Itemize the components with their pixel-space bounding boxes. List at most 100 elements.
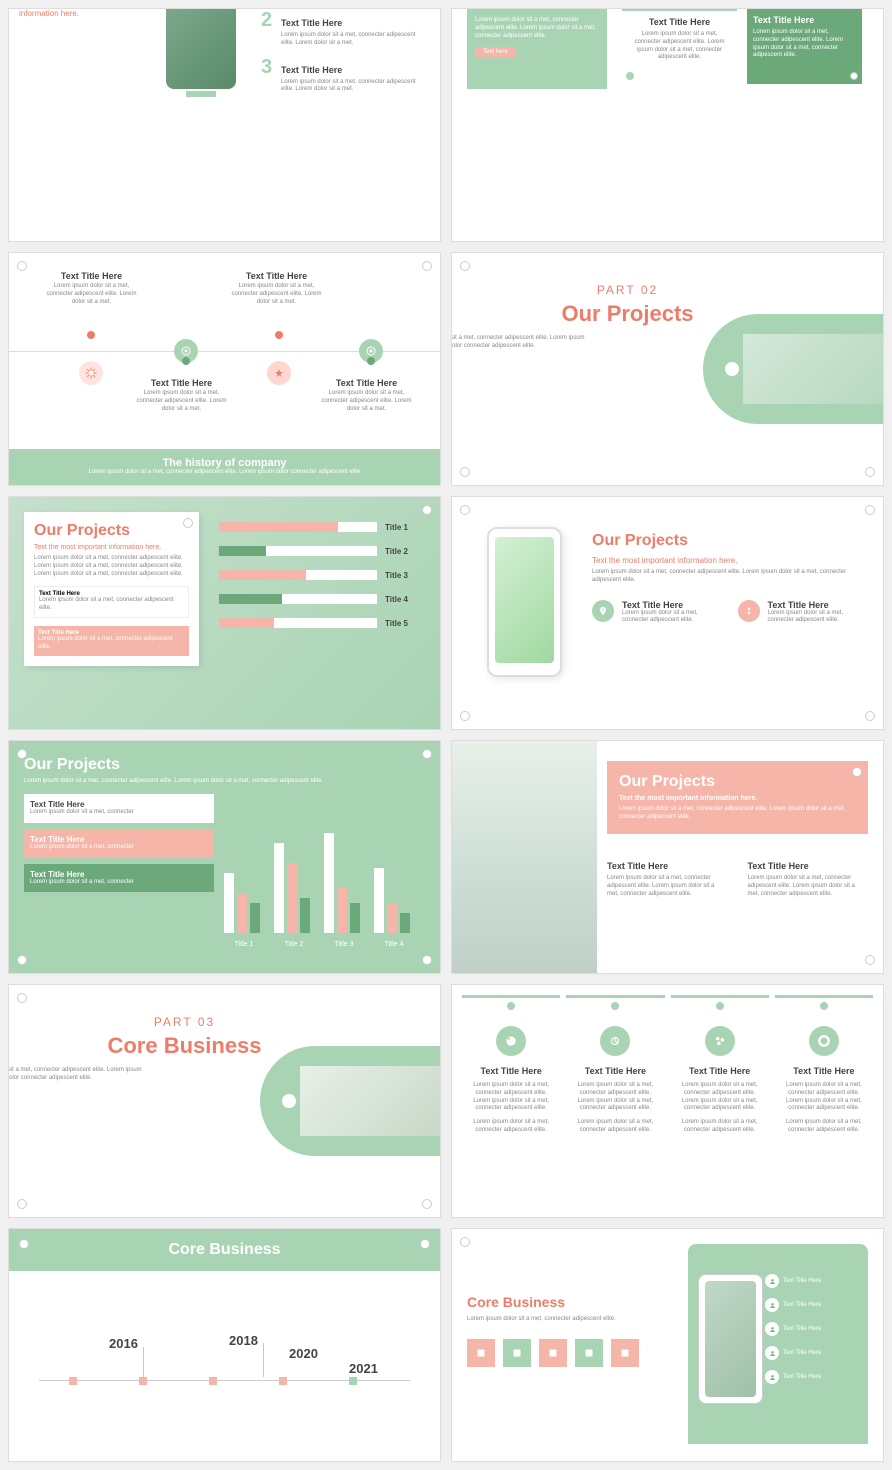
action-icon[interactable] (575, 1339, 603, 1367)
bar (237, 893, 247, 933)
bar (337, 888, 347, 933)
numbered-item: 3Text Title HereLorem ipsum dolor sit a … (261, 56, 425, 95)
item-title: Text Title Here (319, 378, 414, 388)
feature-col: Text Title HereLorem ipsum dolor sit a m… (738, 600, 864, 626)
item-title: Text Title Here (134, 378, 229, 388)
card-title: Text Title Here (781, 1066, 867, 1076)
action-icon[interactable] (467, 1339, 495, 1367)
card-desc2: Lorem ipsum dolor sit a met, connecter a… (677, 1119, 763, 1135)
box2-desc: Lorem ipsum dolor sit a met, connecter a… (38, 636, 185, 652)
card-desc: Lorem ipsum dolor sit a met, connecter a… (468, 1082, 554, 1113)
feature-card: Text Title Here Lorem ipsum dolor sit a m… (775, 995, 873, 1207)
card-subtitle: Text the most important information here… (34, 544, 189, 551)
card-desc2: Lorem ipsum dolor sit a met, connecter a… (468, 1119, 554, 1135)
list-text: Text Title Here (783, 1278, 821, 1284)
right-panel: Text Title HereText Title HereText Title… (688, 1244, 868, 1444)
bar (287, 863, 297, 933)
year-2016: 2016 (109, 1336, 138, 1351)
col-desc: Lorem ipsum dolor sit a met, connecter a… (622, 610, 718, 626)
card-desc: Lorem ipsum dolor sit a met, connecter a… (677, 1082, 763, 1113)
list-item: Text Title Here (765, 1274, 860, 1288)
card-desc2: Lorem ipsum dolor sit a met, connecter a… (781, 1119, 867, 1135)
card-desc2: Lorem ipsum dolor sit a met, connecter a… (572, 1119, 658, 1135)
info-box: Text Title HereLorem ipsum dolor sit a m… (24, 829, 214, 858)
part-label: PART 03 (8, 1015, 420, 1029)
group-label: Title 3 (324, 941, 364, 948)
green-shape (703, 314, 883, 424)
info-box: Text Title HereLorem ipsum dolor sit a m… (24, 864, 214, 893)
item-title: Text Title Here (281, 18, 342, 28)
bar-group (224, 873, 264, 933)
card-title: Text Title Here (677, 1066, 763, 1076)
col-title: Text Title Here (607, 861, 728, 871)
slide-12: Core Business Lorem ipsum dolor sit a me… (451, 1228, 884, 1462)
bar-label: Title 5 (385, 619, 420, 628)
feature-card: Text Title HereLorem ipsum dolor sit a m… (566, 995, 664, 1207)
card-icon (705, 1026, 735, 1056)
bar (400, 913, 410, 933)
slide-7-grouped-bars: Our Projects Lorem ipsum dolor sit a met… (8, 740, 441, 974)
bar-label: Title 4 (385, 595, 420, 604)
desc: Lorem ipsum dolor sit a met, connecter a… (24, 778, 425, 784)
action-icon[interactable] (539, 1339, 567, 1367)
bar-group (324, 833, 364, 933)
box2-desc: Lorem ipsum dolor sit a met, connecter a… (753, 29, 856, 60)
card-icon (496, 1026, 526, 1056)
card-desc: Lorem ipsum dolor sit a met, connecter a… (781, 1082, 867, 1113)
slide-6: Our Projects Text the most important inf… (451, 496, 884, 730)
bar-label: Title 2 (385, 547, 420, 556)
footer-desc: Lorem ipsum dolor sit a met, connecter a… (17, 469, 432, 477)
slide-8: Our Projects Text the most important inf… (451, 740, 884, 974)
bar-row: Title 2 (219, 546, 420, 556)
plant-image (300, 1066, 440, 1136)
subtitle: Text the most important information here… (592, 556, 863, 565)
user-icon (765, 1298, 779, 1312)
item-desc: Lorem ipsum dolor sit a met, connecter a… (319, 390, 414, 413)
bar (350, 903, 360, 933)
card-title: Our Projects (34, 522, 189, 540)
card-icon (809, 1026, 839, 1056)
item-title: Text Title Here (281, 65, 342, 75)
year-2020: 2020 (289, 1346, 318, 1361)
list-text: Text Title Here (783, 1350, 821, 1356)
action-icon[interactable] (611, 1339, 639, 1367)
user-icon (765, 1346, 779, 1360)
box2-title: Text Title Here (753, 15, 856, 25)
text-col: Text Title HereLorem ipsum dolor sit a m… (748, 861, 869, 898)
action-icon[interactable] (503, 1339, 531, 1367)
bar (300, 898, 310, 933)
text-here-button[interactable]: Text here (475, 47, 516, 57)
slide-11-year-timeline: Core Business 2016 2018 2020 2021 (8, 1228, 441, 1462)
timeline-item: Text Title HereLorem ipsum dolor sit a m… (134, 378, 229, 413)
bar-row: Title 5 (219, 618, 420, 628)
title: Our Projects (619, 773, 856, 791)
col-title: Text Title Here (768, 600, 864, 610)
desc: Lorem ipsum dolor sit a met, connecter a… (592, 569, 863, 585)
bar (387, 903, 397, 933)
part-label: PART 02 (451, 283, 863, 297)
user-icon (765, 1322, 779, 1336)
card-desc: Lorem ipsum dolor sit a met, connecter a… (34, 555, 189, 578)
slide-4-part02: PART 02 Our Projects Lorem ipsum dolor s… (451, 252, 884, 486)
info-box: Text Title HereLorem ipsum dolor sit a m… (24, 794, 214, 823)
sub-box-1: Text Title Here Lorem ipsum dolor sit a … (34, 586, 189, 618)
item-title: Text Title Here (229, 271, 324, 281)
group-label: Title 2 (274, 941, 314, 948)
box-title: Text Title Here (30, 800, 208, 809)
bar-row: Title 3 (219, 570, 420, 580)
plant-image (166, 9, 236, 89)
box-desc: Lorem ipsum dolor sit a met, connecter (30, 809, 208, 817)
box-title: Text Title Here (30, 870, 208, 879)
box1-desc: Lorem ipsum dolor sit a met, connecter a… (39, 597, 184, 613)
user-icon (765, 1274, 779, 1288)
bar-row: Title 4 (219, 594, 420, 604)
bar-label: Title 1 (385, 523, 420, 532)
bar-group (274, 843, 314, 933)
text-col: Text Title HereLorem ipsum dolor sit a m… (607, 861, 728, 898)
title: Core Business (9, 1229, 440, 1271)
desc: Lorem ipsum dolor sit a met, connecter a… (619, 806, 856, 822)
section-desc: Lorem ipsum dolor sit a met, connecter a… (8, 1067, 149, 1083)
title: Our Projects (592, 532, 863, 550)
col-title: Text Title Here (622, 600, 718, 610)
info-box-1: Text Title Here Lorem ipsum dolor sit a … (622, 9, 737, 84)
